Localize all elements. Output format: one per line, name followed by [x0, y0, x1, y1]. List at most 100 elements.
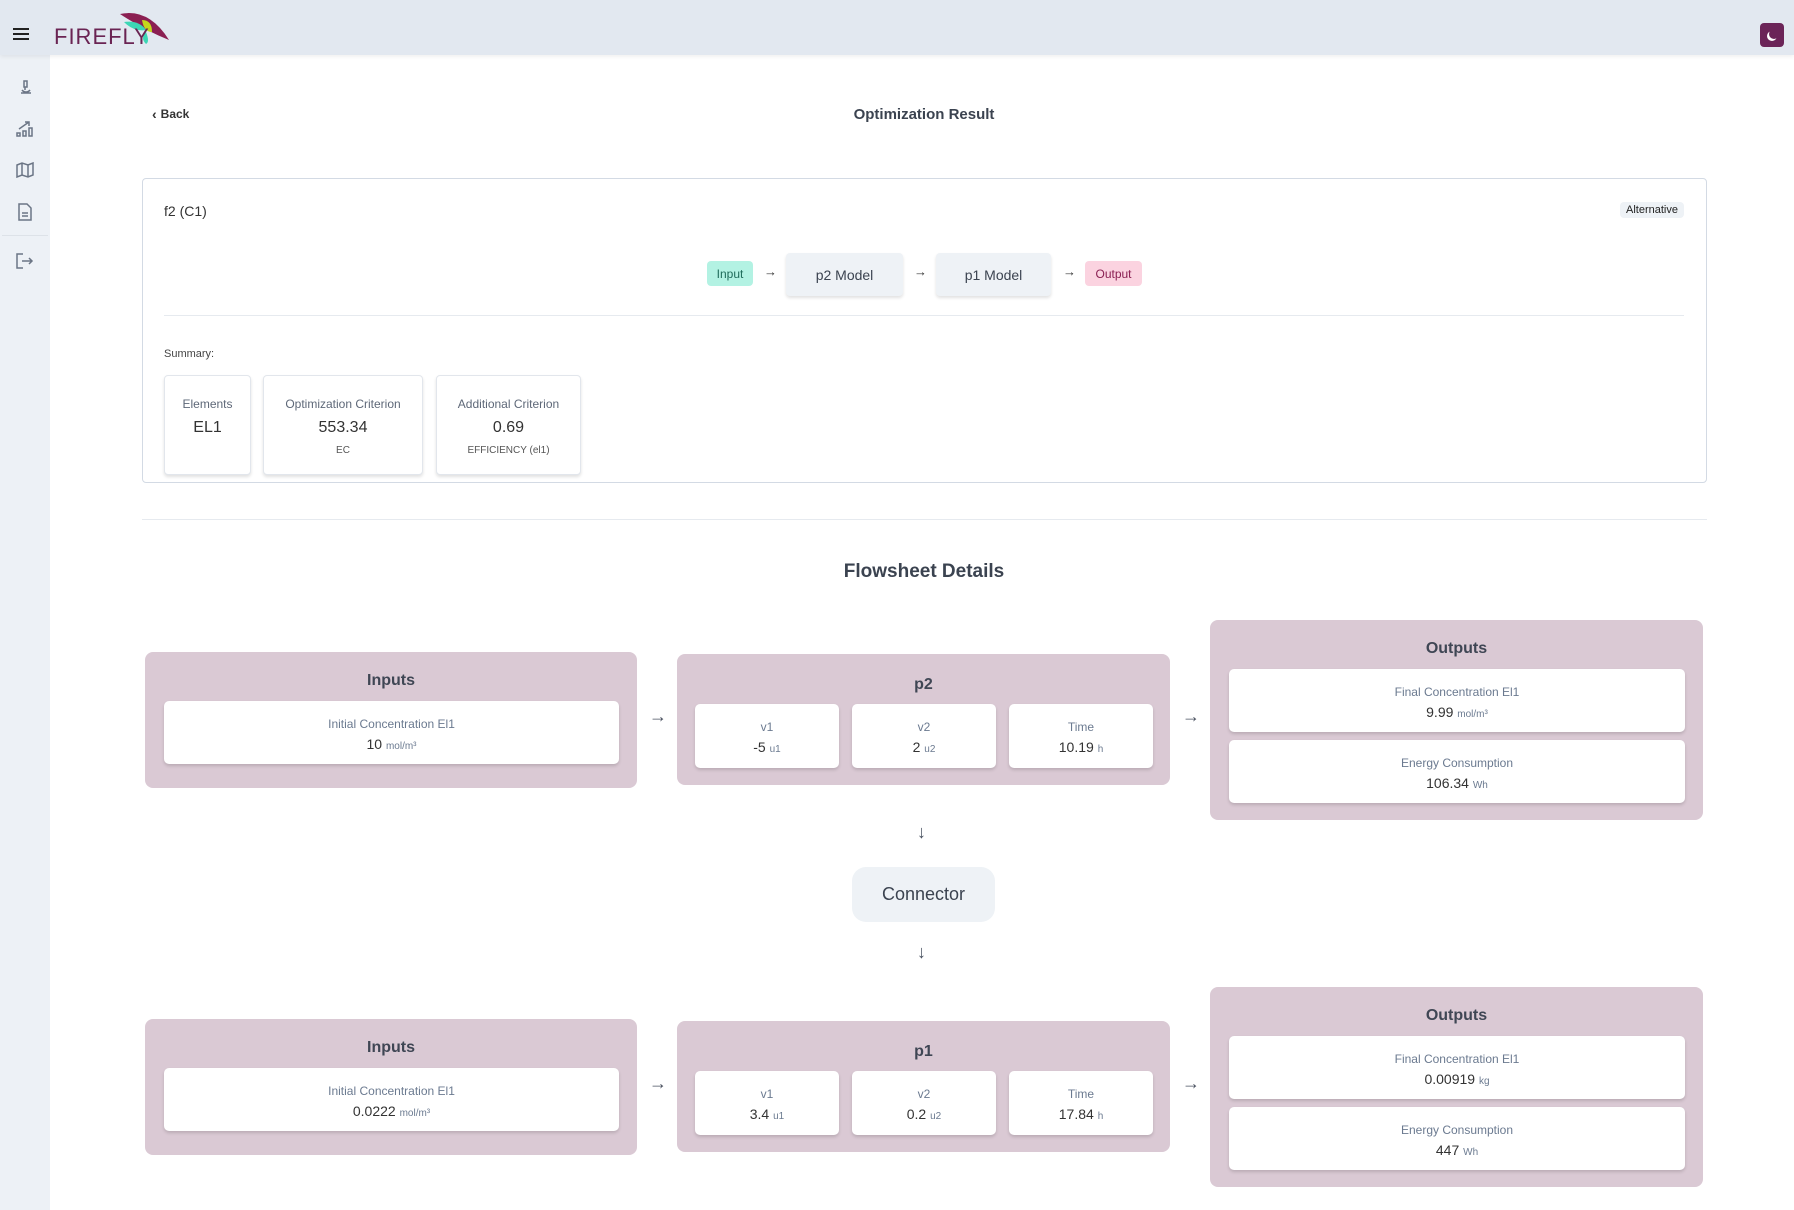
- moon-icon: [1769, 29, 1779, 39]
- param-unit: u1: [769, 744, 781, 755]
- summary-label: Summary:: [164, 348, 215, 360]
- connector-node[interactable]: Connector: [852, 867, 995, 922]
- summary-value: 0.69: [492, 419, 525, 436]
- arrow-right-icon: →: [764, 264, 777, 279]
- summary-label: Elements: [182, 397, 233, 411]
- output-unit: kg: [1478, 1076, 1490, 1087]
- output-label: Final Concentration El1: [1394, 685, 1520, 699]
- brand-name: FIREFLY: [54, 24, 150, 49]
- flowsheet-title: Flowsheet Details: [843, 561, 1005, 582]
- process-title: p1: [914, 1043, 933, 1060]
- outputs-box: Outputs Final Concentration El1 0.00919 …: [1210, 987, 1703, 1187]
- chevron-left-icon: ‹: [152, 106, 157, 122]
- param-card: v2 0.2 u2: [852, 1071, 996, 1135]
- output-unit: mol/m³: [1457, 709, 1488, 720]
- hamburger-icon[interactable]: [13, 28, 29, 40]
- summary-optimization-criterion: Optimization Criterion 553.34 EC: [263, 375, 423, 475]
- pipeline-step-p1[interactable]: p1 Model: [936, 253, 1051, 296]
- output-value: 447: [1435, 1142, 1460, 1158]
- arrow-right-icon: →: [914, 264, 927, 279]
- arrow-right-icon: →: [1063, 264, 1076, 279]
- input-unit: mol/m³: [399, 1108, 431, 1119]
- summary-label: Additional Criterion: [457, 397, 560, 411]
- param-label: v2: [917, 720, 931, 734]
- outputs-title: Outputs: [1425, 1007, 1488, 1024]
- param-unit: h: [1097, 744, 1104, 755]
- process-box: p2 v1 -5 u1 v2 2 u2 Time 10.19 h: [677, 654, 1170, 785]
- output-card: Energy Consumption 106.34 Wh: [1229, 740, 1685, 803]
- summary-value: EL1: [193, 419, 222, 436]
- input-unit: mol/m³: [385, 741, 417, 752]
- pipeline-step-p2[interactable]: p2 Model: [786, 253, 903, 296]
- input-label: Initial Concentration El1: [328, 717, 455, 731]
- map-icon[interactable]: [12, 157, 38, 183]
- arrow-right-icon: →: [649, 1073, 667, 1093]
- page-title: Optimization Result: [853, 106, 995, 123]
- param-unit: u2: [930, 1111, 942, 1122]
- microscope-icon[interactable]: [12, 74, 38, 100]
- param-card: v1 3.4 u1: [695, 1071, 839, 1135]
- outputs-title: Outputs: [1425, 640, 1488, 657]
- logout-icon[interactable]: [12, 248, 38, 274]
- summary-label: Optimization Criterion: [285, 397, 401, 411]
- output-card: Energy Consumption 447 Wh: [1229, 1107, 1685, 1170]
- input-label: Initial Concentration El1: [328, 1084, 455, 1098]
- output-card: Final Concentration El1 0.00919 kg: [1229, 1036, 1685, 1099]
- document-icon[interactable]: [12, 199, 38, 225]
- chart-growth-icon[interactable]: [12, 116, 38, 142]
- summary-value: 553.34: [318, 419, 368, 436]
- process-title: p2: [914, 676, 933, 693]
- param-label: Time: [1067, 1087, 1095, 1101]
- result-name: f2 (C1): [164, 203, 207, 219]
- summary-sub: EFFICIENCY (el1): [467, 445, 550, 456]
- input-card: Initial Concentration El1 10 mol/m³: [164, 701, 619, 764]
- inputs-box: Inputs Initial Concentration El1 10 mol/…: [145, 652, 637, 788]
- alternative-badge: Alternative: [1620, 202, 1684, 218]
- output-value: 106.34: [1426, 775, 1469, 791]
- param-card: Time 10.19 h: [1009, 704, 1153, 768]
- param-label: v2: [917, 1087, 931, 1101]
- inputs-title: Inputs: [367, 672, 415, 689]
- param-card: v1 -5 u1: [695, 704, 839, 768]
- param-unit: u1: [773, 1111, 785, 1122]
- output-unit: Wh: [1463, 1147, 1479, 1158]
- param-value: 17.84: [1058, 1106, 1094, 1122]
- param-label: Time: [1067, 720, 1095, 734]
- pipeline-input: Input: [707, 261, 753, 286]
- param-value: 10.19: [1058, 739, 1094, 755]
- outputs-box: Outputs Final Concentration El1 9.99 mol…: [1210, 620, 1703, 820]
- summary-additional-criterion: Additional Criterion 0.69 EFFICIENCY (el…: [436, 375, 581, 475]
- sidebar: [0, 55, 50, 1210]
- theme-toggle-button[interactable]: [1760, 23, 1784, 47]
- section-divider: [142, 519, 1707, 520]
- output-label: Energy Consumption: [1400, 1123, 1514, 1137]
- pipeline-output: Output: [1085, 261, 1142, 286]
- summary-sub: EC: [336, 445, 350, 456]
- arrow-down-icon: ↓: [917, 822, 926, 842]
- param-unit: u2: [924, 744, 936, 755]
- param-card: v2 2 u2: [852, 704, 996, 768]
- back-link[interactable]: ‹ Back: [152, 106, 190, 122]
- param-unit: h: [1097, 1111, 1104, 1122]
- param-value: 2: [912, 739, 921, 755]
- param-value: 3.4: [749, 1106, 770, 1122]
- sidebar-divider: [2, 235, 48, 236]
- summary-elements: Elements EL1: [164, 375, 251, 475]
- inputs-box: Inputs Initial Concentration El1 0.0222 …: [145, 1019, 637, 1155]
- input-value: 0.0222: [352, 1103, 396, 1119]
- output-value: 0.00919: [1424, 1071, 1476, 1087]
- input-value: 10: [366, 736, 383, 752]
- output-value: 9.99: [1426, 704, 1454, 720]
- arrow-right-icon: →: [649, 706, 667, 726]
- param-card: Time 17.84 h: [1009, 1071, 1153, 1135]
- param-label: v1: [760, 720, 774, 734]
- inputs-title: Inputs: [367, 1039, 415, 1056]
- firefly-logo[interactable]: FIREFLY: [54, 10, 174, 50]
- output-unit: Wh: [1472, 780, 1488, 791]
- process-box: p1 v1 3.4 u1 v2 0.2 u2 Time 17.84 h: [677, 1021, 1170, 1152]
- arrow-right-icon: →: [1182, 706, 1200, 726]
- output-card: Final Concentration El1 9.99 mol/m³: [1229, 669, 1685, 732]
- arrow-down-icon: ↓: [917, 942, 926, 962]
- arrow-right-icon: →: [1182, 1073, 1200, 1093]
- input-card: Initial Concentration El1 0.0222 mol/m³: [164, 1068, 619, 1131]
